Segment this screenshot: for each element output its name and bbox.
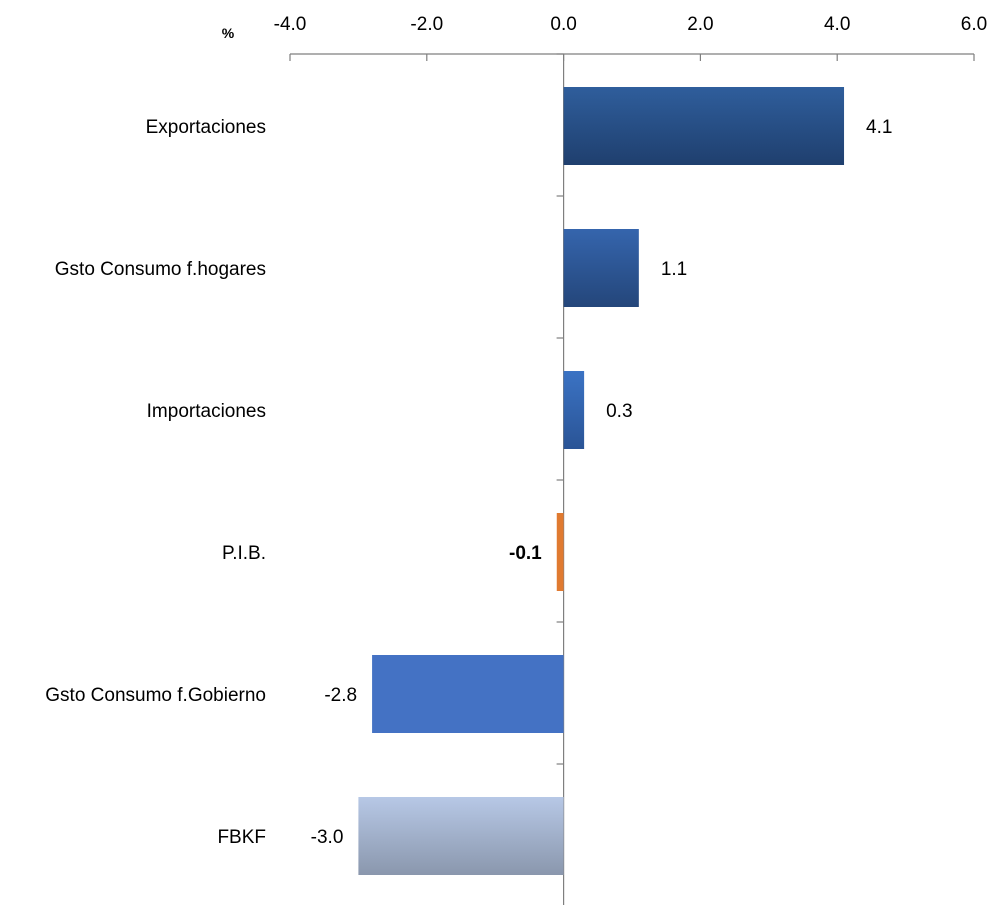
bar-importaciones: [563, 371, 585, 449]
x-tick-label: 2.0: [687, 14, 713, 35]
bar-gsto-consumo-f-gobierno: [372, 655, 564, 733]
category-label: Exportaciones: [146, 117, 266, 138]
value-labels: 4.1 1.1 0.3 -0.1 -2.8 -3.0: [311, 117, 893, 848]
value-label: -0.1: [509, 543, 542, 564]
value-label: -3.0: [311, 827, 344, 848]
category-labels: Exportaciones Gsto Consumo f.hogares Impor…: [45, 117, 266, 848]
bar-p-i-b: [556, 513, 564, 591]
x-tick-label: -2.0: [410, 14, 443, 35]
category-label: FBKF: [217, 827, 266, 848]
x-axis: -4.0 -2.0 0.0 2.0 4.0 6.0: [274, 14, 987, 61]
value-label: 0.3: [606, 401, 632, 422]
bar-exportaciones: [563, 87, 845, 165]
bar-gsto-consumo-f-hogares: [563, 229, 639, 307]
x-tick-label: 0.0: [550, 14, 576, 35]
x-tick-label: 4.0: [824, 14, 850, 35]
category-label: Gsto Consumo f.Gobierno: [45, 685, 266, 706]
category-label: P.I.B.: [222, 543, 266, 564]
bars: [358, 87, 845, 875]
x-tick-label: -4.0: [274, 14, 307, 35]
zero-axis: [556, 53, 565, 905]
x-tick-label: 6.0: [961, 14, 987, 35]
value-label: -2.8: [324, 685, 357, 706]
value-label: 4.1: [866, 117, 892, 138]
category-label: Importaciones: [147, 401, 266, 422]
value-label: 1.1: [661, 259, 687, 280]
axis-unit-label: %: [222, 25, 235, 41]
category-label: Gsto Consumo f.hogares: [55, 259, 266, 280]
bar-fbkf: [358, 797, 564, 875]
